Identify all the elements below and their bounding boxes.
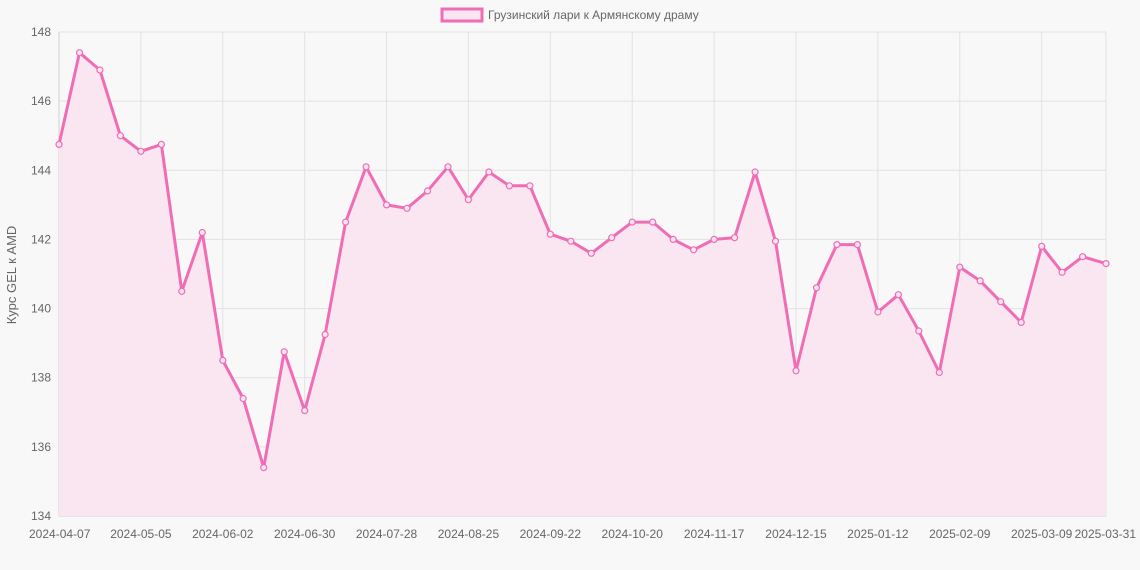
data-point[interactable] [260, 464, 268, 472]
y-tick-label: 134 [31, 509, 51, 523]
x-tick-label: 2025-03-09 [1011, 527, 1073, 541]
data-point[interactable] [96, 66, 104, 74]
data-point[interactable] [1058, 268, 1066, 276]
data-point[interactable] [280, 348, 288, 356]
data-point[interactable] [1017, 318, 1025, 326]
x-tick-label: 2024-06-02 [192, 527, 254, 541]
data-point[interactable] [587, 249, 595, 257]
legend[interactable]: Грузинский лари к Армянскому драму [440, 7, 699, 23]
data-point[interactable] [567, 237, 575, 245]
data-point[interactable] [853, 241, 862, 249]
y-axis-ticks: 134 136 138 140 142 144 146 148 [31, 25, 51, 523]
data-point[interactable] [526, 182, 534, 190]
data-point[interactable] [301, 407, 309, 415]
data-point[interactable] [219, 356, 227, 364]
x-tick-label: 2025-01-12 [847, 527, 909, 541]
data-point[interactable] [628, 218, 636, 226]
data-point[interactable] [546, 230, 554, 238]
x-tick-label: 2024-10-20 [602, 527, 664, 541]
x-tick-label: 2024-05-05 [110, 527, 172, 541]
data-point[interactable] [75, 49, 84, 57]
data-point[interactable] [157, 140, 165, 148]
data-point[interactable] [997, 298, 1005, 306]
data-point[interactable] [730, 234, 739, 242]
x-tick-label: 2024-07-28 [356, 527, 418, 541]
x-axis-ticks: 2024-04-07 2024-05-05 2024-06-02 2024-06-30… [29, 527, 1136, 541]
data-point[interactable] [321, 330, 329, 339]
data-point[interactable] [403, 204, 411, 212]
data-point[interactable] [956, 263, 964, 271]
y-tick-label: 142 [31, 232, 51, 246]
data-points [55, 49, 1110, 472]
data-point[interactable] [505, 182, 513, 190]
x-tick-label: 2024-12-15 [765, 527, 827, 541]
y-tick-label: 138 [31, 371, 51, 385]
y-tick-label: 144 [31, 163, 51, 177]
data-point[interactable] [239, 394, 247, 403]
data-point[interactable] [383, 201, 391, 209]
data-point[interactable] [178, 287, 186, 295]
data-point[interactable] [342, 218, 350, 226]
data-point[interactable] [1038, 242, 1046, 250]
data-point[interactable] [485, 168, 493, 176]
legend-label: Грузинский лари к Армянскому драму [488, 8, 699, 22]
data-point[interactable] [710, 235, 718, 243]
data-point[interactable] [649, 218, 657, 226]
data-point[interactable] [874, 308, 882, 316]
series-line [57, 51, 1107, 470]
data-point[interactable] [423, 187, 432, 195]
series-area [59, 52, 1106, 516]
y-tick-label: 146 [31, 94, 51, 108]
data-point[interactable] [771, 237, 780, 245]
data-point[interactable] [55, 140, 63, 148]
area-fill [59, 52, 1106, 516]
x-tick-label: 2025-03-31 [1075, 527, 1137, 541]
data-point[interactable] [935, 368, 943, 377]
data-point[interactable] [116, 132, 125, 140]
data-point[interactable] [751, 168, 759, 176]
data-point[interactable] [362, 163, 370, 171]
data-point[interactable] [464, 196, 472, 204]
data-point[interactable] [669, 235, 677, 243]
x-tick-label: 2024-09-22 [520, 527, 582, 541]
data-point[interactable] [1102, 260, 1110, 268]
data-point[interactable] [915, 327, 923, 335]
data-point[interactable] [812, 284, 821, 292]
data-point[interactable] [689, 246, 698, 254]
y-tick-label: 136 [31, 440, 51, 454]
x-tick-label: 2025-02-09 [929, 527, 991, 541]
data-point[interactable] [608, 234, 616, 242]
data-point[interactable] [833, 241, 841, 249]
data-point[interactable] [976, 277, 984, 285]
data-point[interactable] [894, 291, 903, 299]
series-line-group [57, 51, 1107, 470]
data-point[interactable] [444, 163, 452, 171]
y-tick-label: 148 [31, 25, 51, 39]
y-tick-label: 140 [31, 302, 51, 316]
x-tick-label: 2024-06-30 [274, 527, 336, 541]
y-axis-label: Курс GEL к AMD [4, 226, 19, 325]
data-point[interactable] [792, 367, 800, 375]
x-tick-label: 2024-11-17 [684, 527, 745, 541]
data-point[interactable] [137, 147, 145, 155]
data-point[interactable] [198, 228, 206, 237]
legend-swatch [440, 7, 484, 23]
x-tick-label: 2024-08-25 [438, 527, 500, 541]
x-tick-label: 2024-04-07 [29, 527, 91, 541]
data-point[interactable] [1078, 253, 1087, 261]
